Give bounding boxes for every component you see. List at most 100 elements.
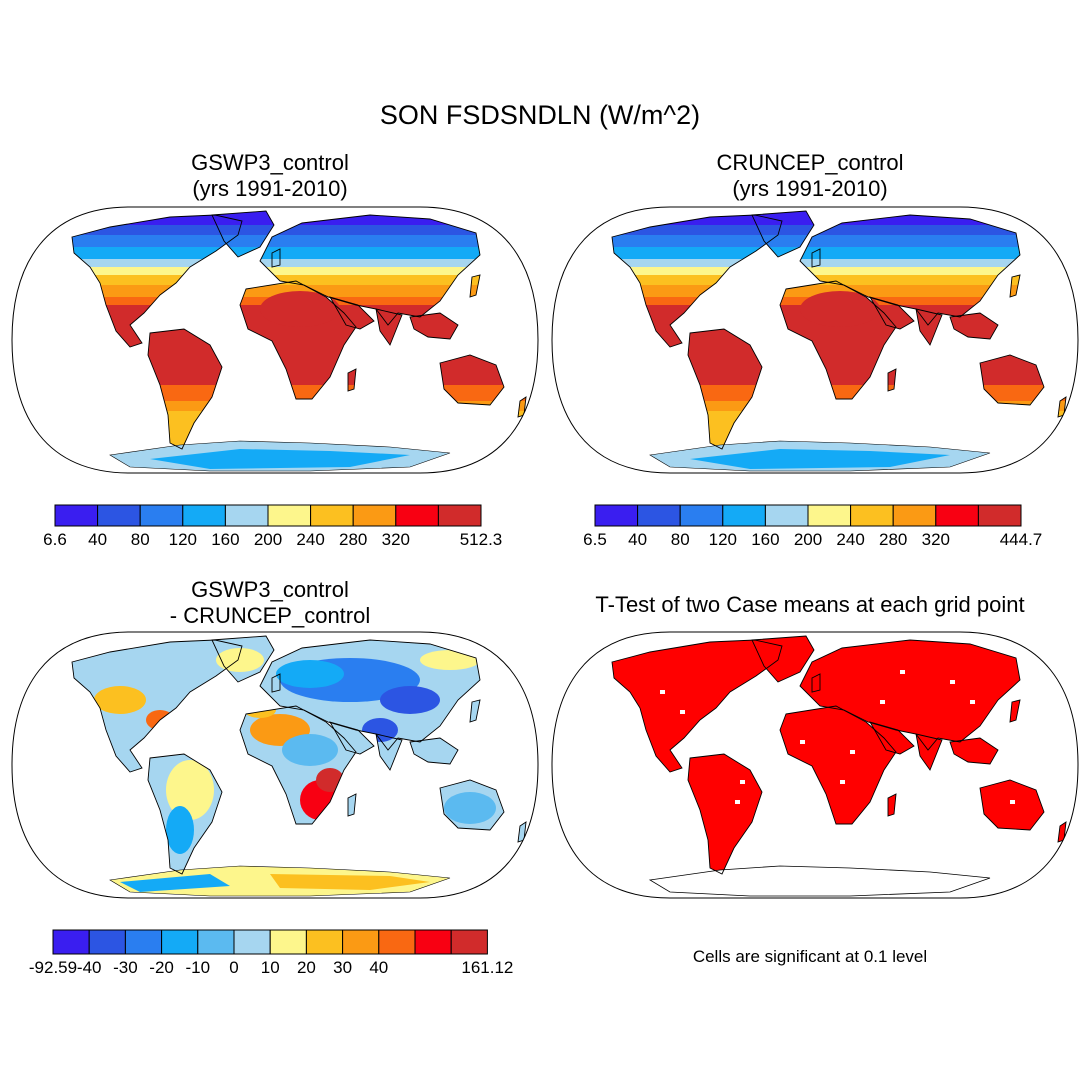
colorbar-tick-label: 280 [879,530,907,549]
non-significant-cell [800,740,805,744]
colorbar-tick-label: 10 [261,958,280,977]
coastline [611,639,783,773]
coastline [979,354,1045,406]
coastline [271,673,281,693]
coastline [147,753,223,875]
map-border [551,631,1079,899]
coastlines [71,635,527,875]
land-band [94,686,146,714]
colorbar-box [892,504,937,527]
coastline [375,308,403,346]
colorbar-tick-label: 40 [88,530,107,549]
coastline [329,296,375,330]
coastline [915,733,943,771]
significant-region [800,640,1020,750]
land-band [72,259,526,267]
coastline [949,737,999,765]
land-band [612,411,1066,427]
coastline [259,639,481,751]
colorbar-tick-label: -20 [149,958,174,977]
non-significant-cell [740,780,745,784]
colorbar-tick-label: 280 [339,530,367,549]
colorbar-box [310,504,354,527]
coastline [751,635,815,683]
coastlines [611,210,1067,450]
land-band [612,401,1066,411]
coastline [71,214,243,348]
coastline [239,280,357,400]
map-border [11,631,539,899]
coastline [439,354,505,406]
panel-title-line: (yrs 1991-2010) [192,176,348,201]
land-band [612,211,1066,225]
land-band [612,267,1066,275]
coastline [1009,699,1021,723]
coastline [439,779,505,831]
colorbar-box [764,504,809,527]
colorbar-tick-label: 20 [297,958,316,977]
colorbar-box [342,929,380,955]
coastlines [611,635,1067,875]
land-band [72,211,526,225]
antarctica [690,449,950,469]
coastline [869,296,915,330]
colorbar-tick-label: 80 [131,530,150,549]
colorbar-tick-label: 160 [751,530,779,549]
panel-title-gswp3: GSWP3_control (yrs 1991-2010) [120,150,420,202]
colorbar-box [267,504,312,527]
coastline [799,214,1021,326]
land-band [612,235,1066,247]
coastline [979,779,1045,831]
panel-title-line: CRUNCEP_control [716,150,904,175]
land-band [612,259,1066,267]
colorbar-box [807,504,852,527]
coastline [347,368,357,392]
non-significant-cell [735,800,740,804]
colorbar-tick-label: 320 [922,530,950,549]
land-band [216,648,264,672]
colorbar-tick-label: 120 [709,530,737,549]
significant-cells [612,636,1066,897]
non-significant-cell [950,680,955,684]
colorbar-box [378,929,416,955]
land-band [380,686,440,714]
land-band [72,636,526,874]
coastline [779,280,897,400]
colorbar-tick-label: 240 [836,530,864,549]
colorbar-difference: -92.59 -40 -30 -20 -10 0 10 20 30 40 161.12 [29,929,513,977]
land-band [72,401,526,411]
land-band [420,650,480,670]
coastline [147,328,223,450]
colorbar-box [224,504,269,527]
colorbar-tick-label: 6.5 [583,530,607,549]
colorbar-box [395,504,439,527]
panel-title-ttest: T-Test of two Case means at each grid po… [595,592,1025,617]
colorbar-box [139,504,184,527]
colorbar-box [197,929,235,955]
colorbar-box [269,929,307,955]
colorbar-box [450,929,488,955]
land-band [260,291,340,327]
colorbar-tick-label: 161.12 [461,958,513,977]
colorbar-tick-label: 320 [382,530,410,549]
land-band [166,760,214,820]
colorbar-gswp3: 6.6 40 80 120 160 200 240 280 320 512.3 [43,504,502,549]
coastline [1009,274,1021,298]
colorbar-tick-label: 80 [671,530,690,549]
land-band [612,247,1066,259]
coastline [687,328,763,450]
coastline [211,210,275,258]
land-fill [72,211,526,472]
land-band [612,385,1066,401]
coastline [409,737,459,765]
panel-title-line: (yrs 1991-2010) [732,176,888,201]
antarctica [120,874,230,892]
coastline [799,639,1021,751]
panel-title-line: - CRUNCEP_control [169,603,371,628]
land-band [72,235,526,247]
land-band [612,275,1066,285]
non-significant-cell [880,700,885,704]
colorbar-box [161,929,199,955]
panel-title-line: GSWP3_control [191,150,349,175]
colorbar-box [637,504,681,527]
